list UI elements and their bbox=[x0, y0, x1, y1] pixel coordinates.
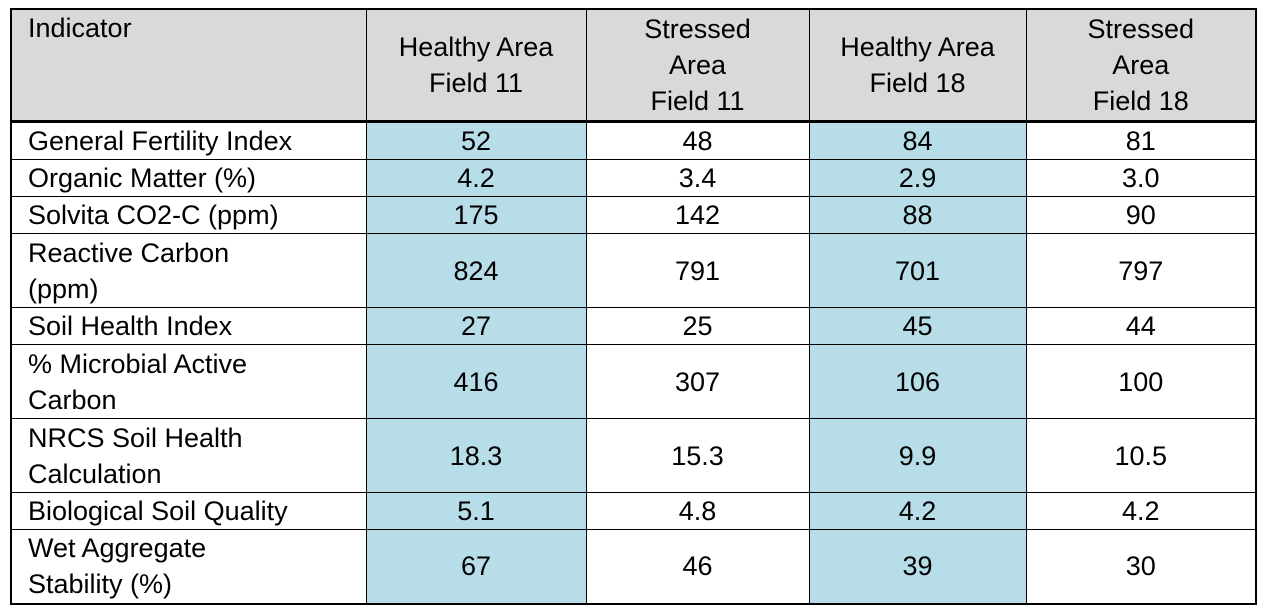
row-label: Solvita CO2-C (ppm) bbox=[10, 196, 367, 234]
value-cell: 3.4 bbox=[585, 159, 810, 197]
value-cell: 701 bbox=[808, 233, 1027, 308]
value-cell: 5.1 bbox=[365, 492, 587, 530]
value-cell: 27 bbox=[365, 307, 587, 345]
table-row: Reactive Carbon (ppm) 824 791 701 797 bbox=[10, 233, 1257, 308]
value-cell: 88 bbox=[808, 196, 1027, 234]
value-cell: 824 bbox=[365, 233, 587, 308]
header-row: Indicator Healthy Area Field 11 Stressed A… bbox=[10, 8, 1257, 123]
row-label: % Microbial Active Carbon bbox=[10, 344, 367, 419]
value-cell: 81 bbox=[1025, 121, 1257, 160]
value-cell: 84 bbox=[808, 121, 1027, 160]
value-cell: 2.9 bbox=[808, 159, 1027, 197]
table-row: % Microbial Active Carbon 416 307 106 100 bbox=[10, 344, 1257, 419]
value-cell: 48 bbox=[585, 121, 810, 160]
value-cell: 18.3 bbox=[365, 418, 587, 493]
value-cell: 39 bbox=[808, 529, 1027, 604]
value-cell: 142 bbox=[585, 196, 810, 234]
value-cell: 15.3 bbox=[585, 418, 810, 493]
table-wrap: Indicator Healthy Area Field 11 Stressed A… bbox=[10, 8, 1257, 605]
row-label: Reactive Carbon (ppm) bbox=[10, 233, 367, 308]
value-cell: 25 bbox=[585, 307, 810, 345]
value-cell: 10.5 bbox=[1025, 418, 1257, 493]
soil-table: Indicator Healthy Area Field 11 Stressed A… bbox=[10, 8, 1257, 605]
table-row: Solvita CO2-C (ppm) 175 142 88 90 bbox=[10, 196, 1257, 234]
value-cell: 46 bbox=[585, 529, 810, 604]
table-row: NRCS Soil Health Calculation 18.3 15.3 9.9 1… bbox=[10, 418, 1257, 493]
row-label: Organic Matter (%) bbox=[10, 159, 367, 197]
value-cell: 90 bbox=[1025, 196, 1257, 234]
header-cell: Healthy Area Field 11 bbox=[365, 8, 587, 123]
value-cell: 791 bbox=[585, 233, 810, 308]
value-cell: 9.9 bbox=[808, 418, 1027, 493]
value-cell: 44 bbox=[1025, 307, 1257, 345]
table-row: Organic Matter (%) 4.2 3.4 2.9 3.0 bbox=[10, 159, 1257, 197]
value-cell: 416 bbox=[365, 344, 587, 419]
value-cell: 797 bbox=[1025, 233, 1257, 308]
row-label: Biological Soil Quality bbox=[10, 492, 367, 530]
row-label: Wet Aggregate Stability (%) bbox=[10, 529, 367, 604]
table-row: Wet Aggregate Stability (%) 67 46 39 30 bbox=[10, 529, 1257, 604]
value-cell: 4.2 bbox=[365, 159, 587, 197]
value-cell: 4.8 bbox=[585, 492, 810, 530]
row-label: General Fertility Index bbox=[10, 121, 367, 160]
table-row: Soil Health Index 27 25 45 44 bbox=[10, 307, 1257, 345]
header-cell: Indicator bbox=[10, 8, 367, 123]
table-row: General Fertility Index 52 48 84 81 bbox=[10, 121, 1257, 160]
value-cell: 67 bbox=[365, 529, 587, 604]
header-cell: Stressed Area Field 11 bbox=[585, 8, 810, 123]
row-label: Soil Health Index bbox=[10, 307, 367, 345]
table-row: Biological Soil Quality 5.1 4.8 4.2 4.2 bbox=[10, 492, 1257, 530]
value-cell: 45 bbox=[808, 307, 1027, 345]
value-cell: 30 bbox=[1025, 529, 1257, 604]
table-body: General Fertility Index 52 48 84 81 Organic M… bbox=[10, 121, 1257, 604]
value-cell: 175 bbox=[365, 196, 587, 234]
value-cell: 4.2 bbox=[1025, 492, 1257, 530]
value-cell: 307 bbox=[585, 344, 810, 419]
value-cell: 52 bbox=[365, 121, 587, 160]
header-cell: Stressed Area Field 18 bbox=[1025, 8, 1257, 123]
value-cell: 3.0 bbox=[1025, 159, 1257, 197]
header-cell: Healthy Area Field 18 bbox=[808, 8, 1027, 123]
value-cell: 106 bbox=[808, 344, 1027, 419]
value-cell: 4.2 bbox=[808, 492, 1027, 530]
value-cell: 100 bbox=[1025, 344, 1257, 419]
row-label: NRCS Soil Health Calculation bbox=[10, 418, 367, 493]
